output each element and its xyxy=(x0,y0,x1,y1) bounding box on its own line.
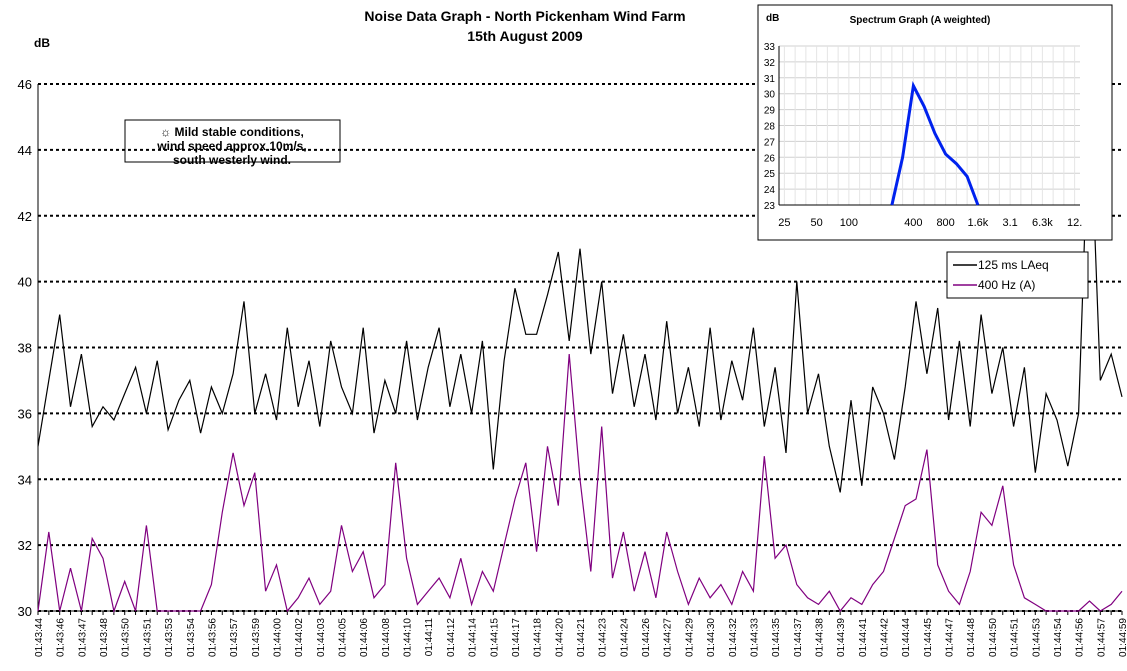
x-tick-label: 01:43:47 xyxy=(77,618,88,657)
data-line xyxy=(37,90,1123,493)
chart-title: Noise Data Graph - North Pickenham Wind … xyxy=(364,8,685,24)
x-tick-label: 01:43:57 xyxy=(229,618,240,657)
legend-label: 400 Hz (A) xyxy=(978,278,1035,292)
inset-x-tick-label: 100 xyxy=(840,217,858,229)
x-tick-label: 01:44:05 xyxy=(338,618,349,657)
y-tick-label: 46 xyxy=(18,77,32,92)
x-tick-label: 01:44:17 xyxy=(511,618,522,657)
x-tick-label: 01:44:20 xyxy=(554,618,565,657)
x-tick-label: 01:44:51 xyxy=(1010,618,1021,657)
x-tick-label: 01:43:54 xyxy=(186,618,197,657)
x-tick-label: 01:44:41 xyxy=(858,618,869,657)
x-tick-label: 01:44:26 xyxy=(641,618,652,657)
x-tick-label: 01:44:50 xyxy=(988,618,999,657)
annotation: wind speed approx 10m/s, xyxy=(156,139,306,153)
inset-y-tick-label: 30 xyxy=(764,90,776,101)
annotation-box xyxy=(124,119,341,163)
inset-y-tick-label: 26 xyxy=(764,153,776,164)
y-tick-label: 38 xyxy=(18,341,32,356)
y-tick-label: 42 xyxy=(18,209,32,224)
x-tick-label: 01:44:14 xyxy=(468,618,479,657)
inset-y-tick-label: 28 xyxy=(764,122,776,133)
inset-title: Spectrum Graph (A weighted) xyxy=(850,15,991,26)
x-tick-label: 01:43:48 xyxy=(99,618,110,657)
x-tick-label: 01:44:47 xyxy=(945,618,956,657)
x-tick-label: 01:44:32 xyxy=(728,618,739,657)
y-tick-label: 32 xyxy=(18,538,32,553)
x-tick-label: 01:44:44 xyxy=(901,618,912,657)
x-tick-label: 01:44:21 xyxy=(576,618,587,657)
y-tick-label: 34 xyxy=(18,472,32,487)
x-tick-label: 01:44:39 xyxy=(836,618,847,657)
x-tick-label: 01:44:23 xyxy=(598,618,609,657)
inset-y-tick-label: 31 xyxy=(764,74,776,85)
chart-subtitle: 15th August 2009 xyxy=(467,28,583,44)
x-tick-label: 01:44:45 xyxy=(923,618,934,657)
x-tick-label: 01:44:02 xyxy=(294,618,305,657)
inset-x-tick-label: 800 xyxy=(936,217,954,229)
inset-y-tick-label: 23 xyxy=(764,201,776,212)
inset-y-tick-label: 33 xyxy=(764,42,776,53)
x-tick-label: 01:44:12 xyxy=(446,618,457,657)
inset-x-tick-label: 6.3k xyxy=(1032,217,1053,229)
inset-y-label: dB xyxy=(766,13,779,24)
x-tick-label: 01:44:42 xyxy=(880,618,891,657)
x-tick-label: 01:44:03 xyxy=(316,618,327,657)
x-tick-label: 01:44:06 xyxy=(359,618,370,657)
y-tick-label: 44 xyxy=(18,143,32,158)
x-tick-label: 01:44:10 xyxy=(403,618,414,657)
x-tick-label: 01:43:51 xyxy=(142,618,153,657)
inset-x-tick-label: 50 xyxy=(811,217,823,229)
x-tick-label: 01:43:44 xyxy=(34,618,45,657)
x-tick-label: 01:44:33 xyxy=(749,618,760,657)
x-tick-label: 01:43:56 xyxy=(207,618,218,657)
inset-x-tick-label: 12. xyxy=(1067,217,1082,229)
x-tick-label: 01:44:11 xyxy=(424,618,435,657)
y-tick-label: 36 xyxy=(18,406,32,421)
x-tick-label: 01:43:46 xyxy=(56,618,67,657)
x-tick-label: 01:43:50 xyxy=(121,618,132,657)
x-tick-label: 01:44:15 xyxy=(489,618,500,657)
x-tick-label: 01:44:35 xyxy=(771,618,782,657)
inset-y-tick-label: 27 xyxy=(764,137,776,148)
inset-x-tick-label: 25 xyxy=(778,217,790,229)
x-tick-label: 01:43:59 xyxy=(251,618,262,657)
x-tick-label: 01:44:18 xyxy=(533,618,544,657)
x-tick-label: 01:44:37 xyxy=(793,618,804,657)
x-tick-label: 01:44:53 xyxy=(1031,618,1042,657)
x-tick-label: 01:44:30 xyxy=(706,618,717,657)
x-tick-label: 01:44:24 xyxy=(619,618,630,657)
inset-y-tick-label: 29 xyxy=(764,106,776,117)
data-line xyxy=(37,354,1123,614)
inset-y-tick-label: 32 xyxy=(764,58,776,69)
x-tick-label: 01:44:57 xyxy=(1096,618,1107,657)
x-tick-label: 01:44:59 xyxy=(1118,618,1127,657)
inset-x-tick-label: 1.6k xyxy=(967,217,988,229)
y-axis-label: dB xyxy=(34,36,50,50)
inset-x-tick-label: 400 xyxy=(904,217,922,229)
y-tick-label: 30 xyxy=(18,604,32,619)
x-tick-label: 01:44:54 xyxy=(1053,618,1064,657)
data-line xyxy=(890,81,980,206)
x-tick-label: 01:44:08 xyxy=(381,618,392,657)
inset-y-tick-label: 25 xyxy=(764,169,776,180)
x-tick-label: 01:44:56 xyxy=(1075,618,1086,657)
x-tick-label: 01:44:27 xyxy=(663,618,674,657)
x-tick-label: 01:44:00 xyxy=(272,618,283,657)
y-tick-label: 40 xyxy=(18,275,32,290)
x-tick-label: 01:44:29 xyxy=(684,618,695,657)
x-tick-label: 01:44:48 xyxy=(966,618,977,657)
legend-box xyxy=(946,251,1089,299)
legend-label: 125 ms LAeq xyxy=(978,258,1049,272)
annotation: ☼ Mild stable conditions, xyxy=(160,125,304,139)
annotation: south westerly wind. xyxy=(173,153,291,167)
x-tick-label: 01:43:53 xyxy=(164,618,175,657)
inset-x-tick-label: 3.1 xyxy=(1002,217,1017,229)
x-tick-label: 01:44:38 xyxy=(814,618,825,657)
inset-y-tick-label: 24 xyxy=(764,185,776,196)
